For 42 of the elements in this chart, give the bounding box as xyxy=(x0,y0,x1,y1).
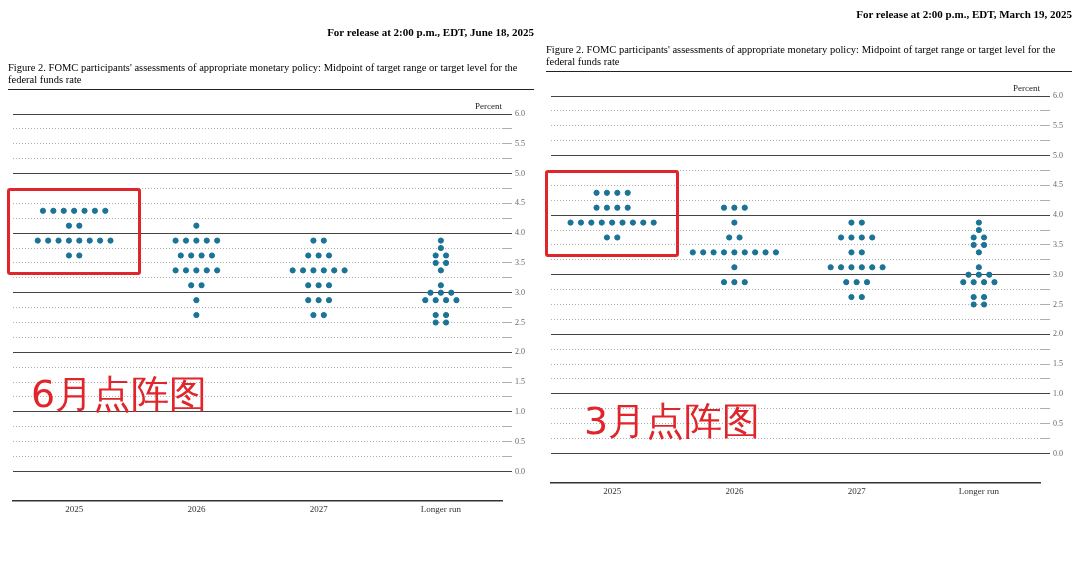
y-tick-label: 2.5 xyxy=(515,317,525,327)
x-tick-label: Longer run xyxy=(958,485,1000,496)
annotation: 3月点阵图 xyxy=(584,398,761,443)
x-tick-label: 2027 xyxy=(847,485,867,496)
x-tick-label: 2026 xyxy=(187,503,206,514)
y-tick-label: 4.5 xyxy=(1053,180,1063,190)
y-tick-label: 4.0 xyxy=(515,228,525,238)
chart-title: Figure 2. FOMC participants' assessments of appropriate monetary policy: Midpoint of target range or target level for the federal funds rate xyxy=(546,28,1072,72)
y-tick-label: 1.0 xyxy=(515,406,525,416)
x-tick-label: Longer run xyxy=(420,503,462,514)
y-tick-label: 5.0 xyxy=(515,168,525,178)
y-tick-label: 1.5 xyxy=(1053,359,1063,369)
x-tick-label: 2026 xyxy=(725,485,744,496)
y-tick-label: 5.5 xyxy=(1053,120,1063,130)
y-tick-label: 2.5 xyxy=(1053,299,1063,309)
y-tick-label: 0.0 xyxy=(515,466,525,476)
y-tick-label: 6.0 xyxy=(1053,91,1063,101)
y-tick-label: 2.0 xyxy=(1053,329,1063,339)
y-tick-label: 4.5 xyxy=(515,198,525,208)
x-tick-label: 2025 xyxy=(65,503,84,514)
y-axis-title: Percent xyxy=(475,100,503,111)
x-tick-label: 2025 xyxy=(603,485,622,496)
chart-title: Figure 2. FOMC participants' assessments of appropriate monetary policy: Midpoint of target range or target level for the federal funds rate xyxy=(8,46,534,90)
y-tick-label: 3.0 xyxy=(515,287,525,297)
text: For release at 2:00 p.m., EDT, March 19, 2025 xyxy=(855,8,1072,22)
y-tick-label: 6.0 xyxy=(515,109,525,119)
y-tick-label: 3.0 xyxy=(1053,269,1063,279)
y-tick-label: 0.5 xyxy=(515,436,525,446)
y-tick-label: 4.0 xyxy=(1053,210,1063,220)
y-tick-label: 3.5 xyxy=(515,258,525,268)
text: For release at 2:00 p.m., EDT, June 18, 2025 xyxy=(326,26,534,40)
y-tick-label: 0.5 xyxy=(1053,418,1063,428)
y-tick-label: 0.0 xyxy=(1053,448,1063,458)
y-tick-label: 5.0 xyxy=(1053,150,1063,160)
y-tick-label: 3.5 xyxy=(1053,240,1063,250)
y-tick-label: 1.0 xyxy=(1053,388,1063,398)
y-axis-title: Percent xyxy=(1013,82,1041,93)
y-tick-label: 2.0 xyxy=(515,347,525,357)
y-tick-label: 1.5 xyxy=(515,377,525,387)
x-tick-label: 2027 xyxy=(309,503,329,514)
annotation: 6月点阵图 xyxy=(31,371,208,416)
y-tick-label: 5.5 xyxy=(515,138,525,148)
